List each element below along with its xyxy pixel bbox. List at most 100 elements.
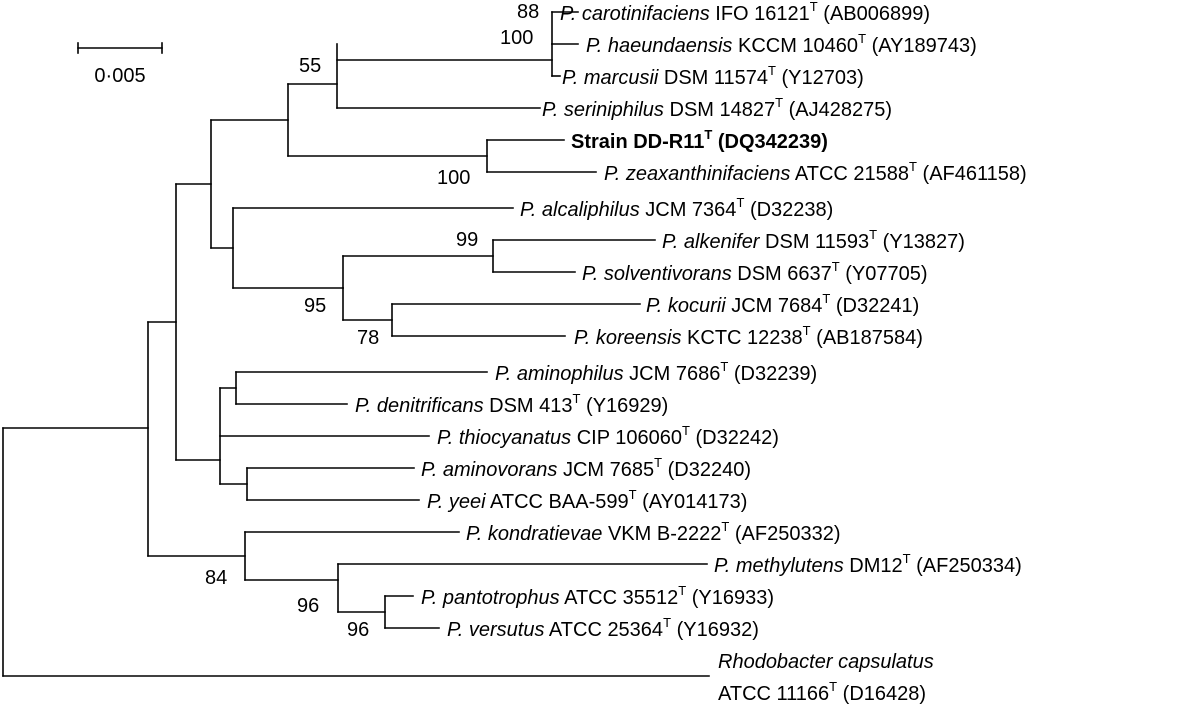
accession-number: (AF461158)	[917, 163, 1027, 185]
bootstrap-value: 96	[347, 619, 369, 641]
taxon-name: P. versutus	[447, 619, 544, 641]
accession-number: (D32239)	[728, 363, 817, 385]
accession-number: (AY189743)	[866, 35, 977, 57]
taxon-label-outgroup-strain: ATCC 11166T (D16428)	[718, 679, 926, 705]
taxon-name: P. yeei	[427, 491, 486, 513]
strain-id: DSM 14827	[664, 99, 775, 121]
type-strain-mark: T	[704, 127, 712, 142]
bootstrap-value: 99	[456, 229, 478, 251]
taxon-label: P. marcusii DSM 11574T (Y12703)	[562, 63, 864, 89]
taxon-label: P. aminovorans JCM 7685T (D32240)	[421, 455, 751, 481]
scale-bar-label: 0·005	[94, 65, 145, 87]
accession-number: (D32242)	[690, 427, 779, 449]
taxon-name: P. haeundaensis	[586, 35, 732, 57]
taxon-label: Strain DD-R11T (DQ342239)	[571, 127, 828, 153]
type-strain-mark: T	[822, 291, 830, 306]
taxon-name: P. zeaxanthinifaciens	[604, 163, 790, 185]
taxon-name: P. pantotrophus	[421, 587, 560, 609]
taxon-name: P. marcusii	[562, 67, 659, 89]
taxon-label: P. methylutens DM12T (AF250334)	[714, 551, 1022, 577]
taxon-label: P. kocurii JCM 7684T (D32241)	[646, 291, 919, 317]
taxon-name: P. methylutens	[714, 555, 844, 577]
taxon-label: P. seriniphilus DSM 14827T (AJ428275)	[542, 95, 892, 121]
type-strain-mark: T	[832, 259, 840, 274]
type-strain-mark: T	[803, 323, 811, 338]
strain-id: ATCC 11166	[718, 683, 829, 705]
bootstrap-value: 96	[297, 595, 319, 617]
type-strain-mark: T	[736, 195, 744, 210]
strain-id: JCM 7685	[557, 459, 654, 481]
taxon-name: P. kocurii	[646, 295, 726, 317]
accession-number: (D16428)	[837, 683, 926, 705]
type-strain-mark: T	[810, 0, 818, 14]
taxon-label: P. thiocyanatus CIP 106060T (D32242)	[437, 423, 779, 449]
strain-id: DSM 11593	[759, 231, 869, 253]
type-strain-mark: T	[869, 227, 877, 242]
taxon-label: P. kondratievae VKM B-2222T (AF250332)	[466, 519, 840, 545]
accession-number: (Y07705)	[840, 263, 928, 285]
taxon-name: P. solventivorans	[582, 263, 732, 285]
taxon-label: P. zeaxanthinifaciens ATCC 21588T (AF461…	[604, 159, 1027, 185]
taxon-label: P. versutus ATCC 25364T (Y16932)	[447, 615, 759, 641]
bootstrap-value: 100	[500, 27, 533, 49]
type-strain-mark: T	[858, 31, 866, 46]
type-strain-mark: T	[829, 679, 837, 694]
type-strain-mark: T	[682, 423, 690, 438]
strain-id: VKM B-2222	[602, 523, 721, 545]
taxon-name: P. alkenifer	[662, 231, 761, 253]
type-strain-mark: T	[768, 63, 776, 78]
bootstrap-value: 88	[517, 1, 539, 23]
strain-id: ATCC 21588	[790, 163, 909, 185]
accession-number: (Y16933)	[686, 587, 774, 609]
taxon-name: P. denitrificans	[355, 395, 484, 417]
type-strain-mark: T	[721, 519, 729, 534]
taxon-label: P. koreensis KCTC 12238T (AB187584)	[574, 323, 923, 349]
type-strain-mark: T	[629, 487, 637, 502]
taxon-name: Rhodobacter capsulatus	[718, 651, 934, 673]
type-strain-mark: T	[775, 95, 783, 110]
type-strain-mark: T	[663, 615, 671, 630]
accession-number: (AY014173)	[637, 491, 748, 513]
taxon-name: P. thiocyanatus	[437, 427, 571, 449]
accession-number: (Y13827)	[877, 231, 965, 253]
taxon-name: P. seriniphilus	[542, 99, 664, 121]
strain-id: ATCC 25364	[544, 619, 663, 641]
bootstrap-value: 100	[437, 167, 470, 189]
bootstrap-value: 84	[205, 567, 227, 589]
type-strain-mark: T	[573, 391, 581, 406]
taxon-label-outgroup-name: Rhodobacter capsulatus	[718, 651, 934, 673]
taxon-label: P. solventivorans DSM 6637T (Y07705)	[582, 259, 928, 285]
strain-id: DSM 413	[484, 395, 573, 417]
accession-number: (Y16929)	[580, 395, 668, 417]
type-strain-mark: T	[678, 583, 686, 598]
taxon-label: P. alcaliphilus JCM 7364T (D32238)	[520, 195, 833, 221]
bootstrap-value: 78	[357, 327, 379, 349]
taxon-name: P. alcaliphilus	[520, 199, 640, 221]
taxon-label: P. carotinifaciens IFO 16121T (AB006899)	[560, 0, 930, 25]
accession-number: (AB187584)	[811, 327, 923, 349]
strain-id: DM12	[844, 555, 903, 577]
taxon-label: P. yeei ATCC BAA-599T (AY014173)	[427, 487, 747, 513]
accession-number: (AJ428275)	[783, 99, 892, 121]
accession-number: (D32238)	[744, 199, 833, 221]
strain-id: Strain DD-R11	[571, 131, 704, 153]
accession-number: (AB006899)	[818, 3, 930, 25]
taxon-name: P. aminovorans	[421, 459, 557, 481]
accession-number: (AF250332)	[729, 523, 840, 545]
strain-id: ATCC BAA-599	[486, 491, 629, 513]
strain-id: JCM 7684	[726, 295, 823, 317]
strain-id: ATCC 35512	[560, 587, 679, 609]
accession-number: (D32240)	[662, 459, 751, 481]
accession-number: (AF250334)	[911, 555, 1022, 577]
strain-id: DSM 6637	[732, 263, 832, 285]
taxon-name: P. aminophilus	[495, 363, 624, 385]
strain-id: JCM 7686	[624, 363, 721, 385]
accession-number: (DQ342239)	[712, 131, 828, 153]
type-strain-mark: T	[909, 159, 917, 174]
taxon-label: P. haeundaensis KCCM 10460T (AY189743)	[586, 31, 977, 57]
bootstrap-value: 55	[299, 55, 321, 77]
strain-id: KCCM 10460	[732, 35, 858, 57]
type-strain-mark: T	[720, 359, 728, 374]
taxon-name: P. carotinifaciens	[560, 3, 710, 25]
